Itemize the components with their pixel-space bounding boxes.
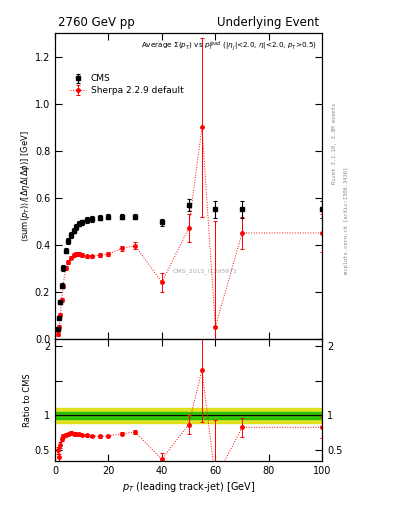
Text: mcplots.cern.ch [arXiv:1306.3436]: mcplots.cern.ch [arXiv:1306.3436] [344,166,349,274]
Bar [55,408,322,423]
Text: Underlying Event: Underlying Event [217,16,320,29]
Bar [55,412,322,419]
Text: Rivet 3.1.10, 3.3M events: Rivet 3.1.10, 3.3M events [332,103,337,184]
Legend: CMS, Sherpa 2.2.9 default: CMS, Sherpa 2.2.9 default [70,74,184,95]
Text: 2760 GeV pp: 2760 GeV pp [58,16,134,29]
Text: CMS_2015_I1395971: CMS_2015_I1395971 [172,269,237,274]
Y-axis label: Ratio to CMS: Ratio to CMS [23,373,32,426]
X-axis label: $p_T$ (leading track-jet) [GeV]: $p_T$ (leading track-jet) [GeV] [122,480,255,494]
Text: Average $\Sigma(p_T)$ vs $p_T^{lead}$ ($|\eta_j|$<2.0, $\eta|$<2.0, $p_T$>0.5): Average $\Sigma(p_T)$ vs $p_T^{lead}$ ($… [141,39,317,53]
Y-axis label: $\langle$sum$(p_T)\rangle/[\Delta\eta\Delta(\Delta\phi)]$ [GeV]: $\langle$sum$(p_T)\rangle/[\Delta\eta\De… [19,130,32,242]
